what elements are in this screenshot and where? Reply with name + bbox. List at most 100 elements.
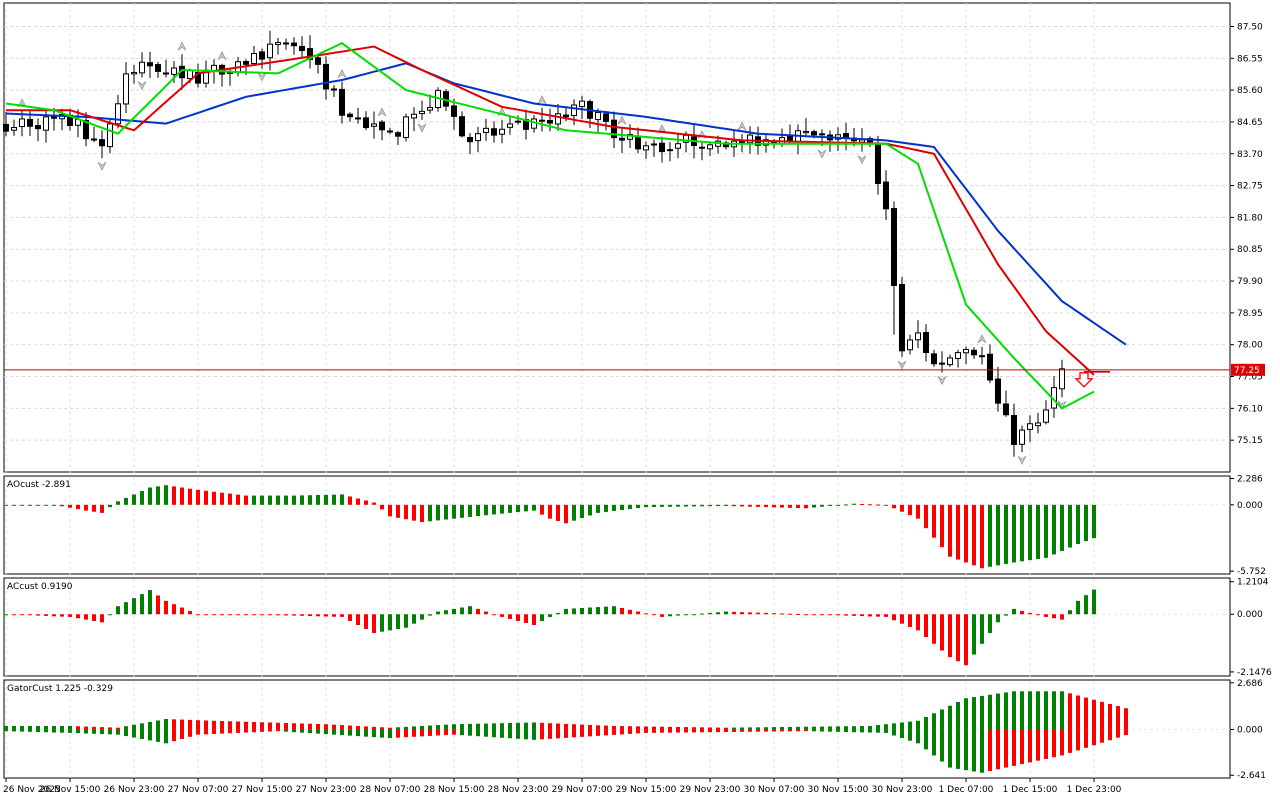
gator-lower-bar	[916, 729, 920, 744]
gator-upper-bar	[932, 713, 936, 730]
gator-upper-bar	[892, 723, 896, 730]
histogram-bar	[380, 614, 384, 632]
gator-upper-bar	[636, 726, 640, 730]
histogram-bar	[444, 504, 448, 520]
histogram-bar	[820, 614, 824, 616]
histogram-bar	[684, 614, 688, 616]
histogram-bar	[68, 504, 72, 508]
x-tick-label: 27 Nov 23:00	[296, 785, 357, 795]
gator-lower-bar	[116, 729, 120, 735]
candle-body	[259, 51, 265, 60]
gator-lower-bar	[796, 729, 800, 732]
gator-upper-bar	[796, 726, 800, 730]
candle-body	[1019, 429, 1025, 445]
histogram-bar	[772, 504, 776, 508]
histogram-bar	[244, 614, 248, 616]
gator-upper-bar	[1076, 695, 1080, 730]
y-tick-label: 75.15	[1237, 436, 1263, 446]
histogram-bar	[196, 614, 200, 616]
gator-upper-bar	[596, 725, 600, 730]
candle-body	[979, 355, 985, 358]
histogram-bar	[892, 614, 896, 621]
gator-upper-bar	[588, 724, 592, 730]
histogram-bar	[732, 611, 736, 615]
histogram-bar	[140, 490, 144, 505]
gator-lower-bar	[876, 729, 880, 733]
histogram-bar	[1068, 610, 1072, 615]
gator-upper-bar	[100, 727, 104, 730]
y-tick-label: 86.55	[1237, 54, 1263, 64]
gator-lower-bar	[340, 729, 344, 736]
histogram-bar	[700, 613, 704, 615]
candle-body	[571, 104, 577, 117]
candle-body	[955, 352, 961, 359]
histogram-bar	[28, 614, 32, 616]
gator-lower-bar	[644, 729, 648, 733]
gator-lower-bar	[108, 729, 112, 735]
gator-lower-bar	[756, 729, 760, 732]
histogram-bar	[628, 609, 632, 615]
gator-lower-bar	[820, 729, 824, 732]
histogram-bar	[68, 614, 72, 617]
gator-upper-bar	[556, 723, 560, 730]
histogram-bar	[572, 608, 576, 615]
candle-body	[555, 113, 561, 125]
gator-lower-bar	[532, 729, 536, 740]
fractal-up-marker	[617, 115, 627, 125]
histogram-bar	[172, 486, 176, 505]
histogram-bar	[668, 614, 672, 617]
gator-upper-bar	[52, 725, 56, 730]
histogram-bar	[540, 614, 544, 621]
gator-upper-bar	[516, 722, 520, 730]
gator-upper-bar	[676, 726, 680, 730]
histogram-bar	[316, 495, 320, 505]
gator-upper-bar	[140, 723, 144, 730]
candle-body	[803, 130, 809, 134]
gator-lower-bar	[636, 729, 640, 734]
gator-upper-bar	[772, 727, 776, 730]
histogram-bar	[796, 613, 800, 615]
histogram-bar	[708, 504, 712, 507]
x-tick-label: 30 Nov 07:00	[744, 785, 805, 795]
histogram-bar	[1092, 504, 1096, 539]
candle-body	[875, 144, 881, 184]
gator-upper-bar	[940, 709, 944, 730]
histogram-bar	[988, 614, 992, 634]
gator-lower-bar	[68, 729, 72, 733]
fractal-up-marker	[737, 121, 747, 131]
candle-body	[483, 127, 489, 133]
gator-upper-bar	[284, 722, 288, 730]
gator-upper-bar	[764, 727, 768, 730]
y-tick-label: 0.000	[1237, 610, 1263, 620]
candle-body	[987, 353, 993, 381]
gator-lower-bar	[276, 729, 280, 732]
gator-lower-bar	[252, 729, 256, 733]
histogram-bar	[1020, 610, 1024, 615]
candle-body	[11, 127, 17, 131]
histogram-bar	[636, 611, 640, 615]
x-tick-label: 29 Nov 07:00	[552, 785, 613, 795]
histogram-bar	[28, 504, 32, 506]
fractal-down-marker	[897, 360, 907, 370]
histogram-bar	[588, 607, 592, 615]
histogram-bar	[876, 614, 880, 617]
gator-lower-bar	[164, 729, 168, 744]
gator-lower-bar	[1012, 729, 1016, 766]
gator-upper-bar	[1004, 692, 1008, 730]
y-tick-label: 82.75	[1237, 182, 1263, 192]
gator-upper-bar	[364, 726, 368, 730]
histogram-bar	[764, 504, 768, 508]
histogram-bar	[404, 504, 408, 520]
candle-body	[83, 119, 89, 140]
y-tick-label: 78.00	[1237, 341, 1263, 351]
histogram-bar	[532, 614, 536, 625]
gator-upper-bar	[164, 719, 168, 730]
y-tick-label: -2.1476	[1237, 668, 1272, 678]
candle-body	[123, 73, 129, 105]
candle-body	[811, 131, 817, 136]
histogram-bar	[508, 504, 512, 513]
gator-upper-bar	[956, 701, 960, 730]
histogram-bar	[108, 614, 112, 616]
